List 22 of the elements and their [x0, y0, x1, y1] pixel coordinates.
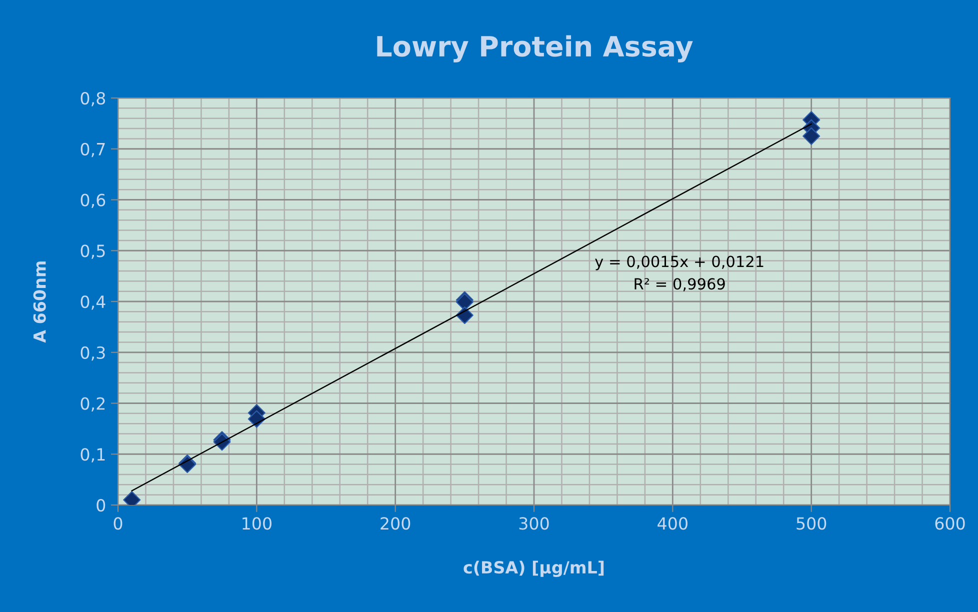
y-tick-label: 0,4 — [80, 295, 106, 310]
x-tick-label: 200 — [380, 517, 410, 530]
x-tick-label: 600 — [935, 517, 965, 530]
y-axis-title: A 660nm — [33, 261, 46, 343]
y-tick-label: 0,1 — [80, 448, 105, 462]
x-tick-label: 400 — [658, 517, 688, 530]
x-tick-label: 100 — [242, 517, 272, 530]
x-tick-label: 500 — [796, 517, 826, 530]
y-tick-label: 0,5 — [80, 244, 105, 259]
x-tick-label: 300 — [519, 517, 549, 530]
y-tick-label: 0,7 — [80, 142, 105, 158]
y-tick-label: 0,6 — [80, 194, 106, 208]
y-tick-label: 0,8 — [80, 92, 106, 106]
x-axis-title: c(BSA) [µg/mL] — [464, 560, 604, 577]
y-tick-label: 0,2 — [80, 397, 105, 412]
chart-title: Lowry Protein Assay — [377, 35, 693, 62]
y-tick-label: 0,3 — [80, 346, 105, 361]
annotation: R² = 0,9969 — [634, 278, 725, 292]
annotation: y = 0,0015x + 0,0121 — [595, 256, 764, 270]
point — [802, 127, 820, 145]
x-tick-label: 0 — [114, 517, 122, 530]
y-tick-label: 0 — [96, 498, 106, 512]
